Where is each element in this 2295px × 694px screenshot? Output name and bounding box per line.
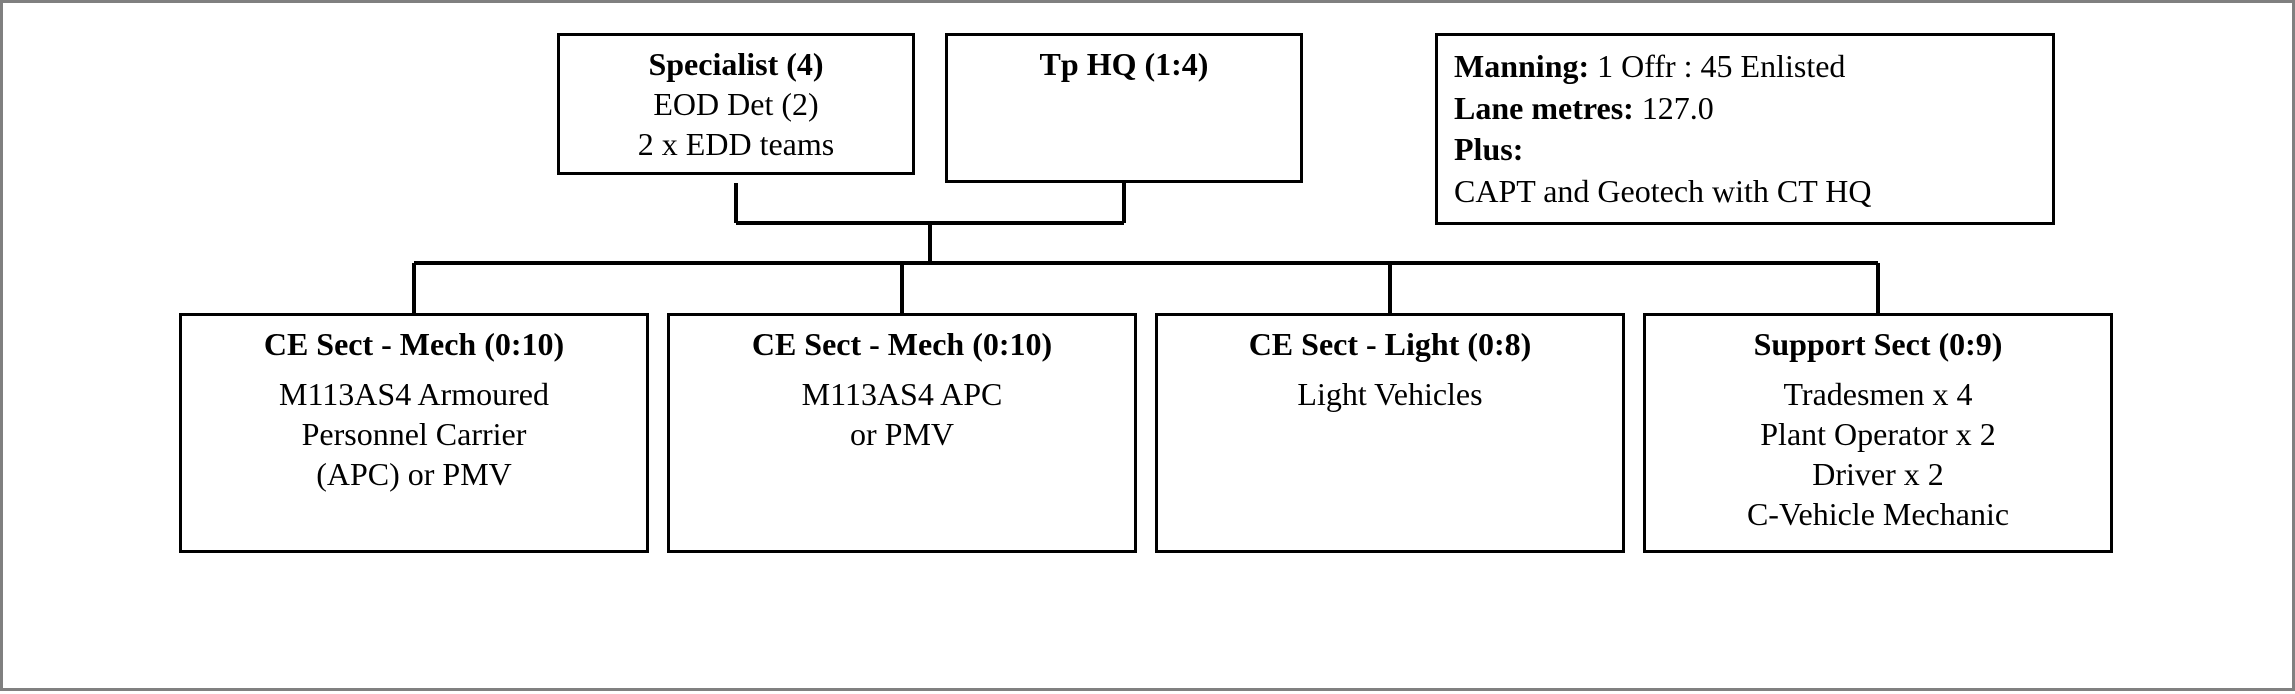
node-specialist-line-1: 2 x EDD teams <box>570 124 902 164</box>
info-lane-label: Lane metres: <box>1454 90 1634 126</box>
node-support-sect: Support Sect (0:9) Tradesmen x 4 Plant O… <box>1643 313 2113 553</box>
node-support-sect-line-0: Tradesmen x 4 <box>1656 374 2100 414</box>
node-ce-sect-light-title: CE Sect - Light (0:8) <box>1168 324 1612 364</box>
node-ce-sect-mech-2: CE Sect - Mech (0:10) M113AS4 APC or PMV <box>667 313 1137 553</box>
node-support-sect-title: Support Sect (0:9) <box>1656 324 2100 364</box>
node-ce-sect-mech-1-line-1: Personnel Carrier <box>192 414 636 454</box>
node-tphq-title: Tp HQ (1:4) <box>958 44 1290 84</box>
node-ce-sect-mech-1-title: CE Sect - Mech (0:10) <box>192 324 636 364</box>
node-specialist: Specialist (4) EOD Det (2) 2 x EDD teams <box>557 33 915 175</box>
node-ce-sect-mech-2-line-0: M113AS4 APC <box>680 374 1124 414</box>
info-plus-line-0: CAPT and Geotech with CT HQ <box>1454 171 2036 213</box>
node-ce-sect-light-line-0: Light Vehicles <box>1168 374 1612 414</box>
node-ce-sect-mech-2-line-1: or PMV <box>680 414 1124 454</box>
node-ce-sect-light: CE Sect - Light (0:8) Light Vehicles <box>1155 313 1625 553</box>
node-specialist-title: Specialist (4) <box>570 44 902 84</box>
node-specialist-line-0: EOD Det (2) <box>570 84 902 124</box>
info-box: Manning: 1 Offr : 45 Enlisted Lane metre… <box>1435 33 2055 225</box>
node-support-sect-line-2: Driver x 2 <box>1656 454 2100 494</box>
node-tphq: Tp HQ (1:4) <box>945 33 1303 183</box>
node-ce-sect-mech-1: CE Sect - Mech (0:10) M113AS4 Armoured P… <box>179 313 649 553</box>
info-manning: Manning: 1 Offr : 45 Enlisted <box>1454 46 2036 88</box>
node-support-sect-line-3: C-Vehicle Mechanic <box>1656 494 2100 534</box>
org-chart-canvas: Specialist (4) EOD Det (2) 2 x EDD teams… <box>0 0 2295 691</box>
info-manning-value: 1 Offr : 45 Enlisted <box>1589 48 1845 84</box>
node-ce-sect-mech-1-line-0: M113AS4 Armoured <box>192 374 636 414</box>
info-lane-value: 127.0 <box>1634 90 1714 126</box>
node-ce-sect-mech-2-title: CE Sect - Mech (0:10) <box>680 324 1124 364</box>
info-manning-label: Manning: <box>1454 48 1589 84</box>
info-lane: Lane metres: 127.0 <box>1454 88 2036 130</box>
node-support-sect-line-1: Plant Operator x 2 <box>1656 414 2100 454</box>
info-plus: Plus: <box>1454 129 2036 171</box>
node-ce-sect-mech-1-line-2: (APC) or PMV <box>192 454 636 494</box>
info-plus-label: Plus: <box>1454 131 1523 167</box>
